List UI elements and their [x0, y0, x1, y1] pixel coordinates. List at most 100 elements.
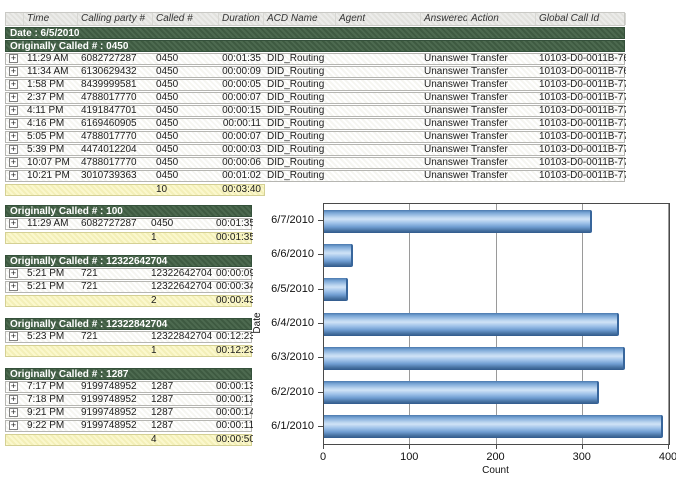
x-tick-mark — [409, 444, 411, 449]
cell-time: 5:05 PM — [27, 132, 65, 142]
y-tick-mark — [318, 288, 323, 290]
cell-time: 7:17 PM — [27, 382, 65, 392]
cell-gcid: 10103-D0-0011B-77E — [539, 158, 626, 168]
expand-row-icon[interactable]: + — [9, 79, 18, 89]
cell-calling: 6169460905 — [81, 119, 137, 129]
cell-called: 0450 — [156, 119, 179, 129]
cell-agent — [336, 67, 421, 77]
cell-time: 9:21 PM — [27, 408, 65, 418]
summary-spacer — [6, 296, 24, 306]
expand-row-icon[interactable]: + — [9, 218, 18, 228]
summary-spacer — [24, 185, 78, 195]
cell-answered: Unanswered — [424, 171, 468, 181]
cell-agent — [336, 145, 421, 155]
cell-acd: DID_Routing — [267, 171, 325, 181]
y-tick-mark — [318, 391, 323, 393]
cell-action: Transfer — [471, 158, 508, 168]
expand-row-icon[interactable]: + — [9, 170, 18, 180]
cell-answered: Unanswered — [424, 80, 468, 90]
cell-calling: 4474012204 — [81, 145, 137, 155]
cell-calling: 721 — [81, 332, 98, 342]
expand-row-icon[interactable]: + — [9, 381, 18, 391]
cell-duration: 00:12:23 — [216, 332, 253, 342]
cell-called: 0450 — [156, 80, 179, 90]
group-header: Originally Called # : 1287 — [5, 368, 252, 380]
cell-duration: 00:00:06 — [222, 158, 261, 168]
group-summary-row: 1 00:12:23 — [5, 345, 253, 357]
expand-row-icon[interactable]: + — [9, 331, 18, 341]
y-tick-label: 6/4/2010 — [271, 317, 314, 329]
cell-called: 0450 — [156, 54, 179, 64]
group-header: Originally Called # : 0450 — [5, 40, 625, 52]
column-header-global-call-id: Global Call Id — [536, 13, 626, 25]
expand-row-icon[interactable]: + — [9, 66, 18, 76]
cell-agent — [336, 119, 421, 129]
call-row: +4:16 PM 6169460905 0450 00:00:11 DID_Routin… — [5, 118, 626, 130]
expand-row-icon[interactable]: + — [9, 105, 18, 115]
cell-action: Transfer — [471, 106, 508, 116]
call-row: +10:07 PM 4788017770 0450 00:00:06 DID_Routi… — [5, 157, 626, 169]
cell-duration: 00:00:14 — [216, 408, 253, 418]
cell-duration: 00:00:15 — [222, 106, 261, 116]
cell-called: 1287 — [151, 382, 174, 392]
group-header: Originally Called # : 12322642704 — [5, 255, 252, 267]
call-row: +5:23 PM 721 12322842704 00:12:23 — [5, 331, 253, 343]
cell-time: 1:58 PM — [27, 80, 65, 90]
cell-time: 11:29 AM — [27, 219, 69, 229]
expand-row-icon[interactable]: + — [9, 131, 18, 141]
summary-call-count: 4 — [151, 435, 157, 445]
cell-called: 0450 — [156, 106, 179, 116]
cell-calling: 4788017770 — [81, 158, 137, 168]
cell-action: Transfer — [471, 93, 508, 103]
group-summary-row: 1 00:01:35 — [5, 232, 253, 244]
column-header-answered: Answered — [421, 13, 468, 25]
cell-time: 4:16 PM — [27, 119, 65, 129]
expand-row-icon[interactable]: + — [9, 268, 18, 278]
x-tick-label: 400 — [658, 451, 676, 463]
expand-row-icon[interactable]: + — [9, 394, 18, 404]
expand-row-icon[interactable]: + — [9, 420, 18, 430]
call-row: +5:39 PM 4474012204 0450 00:00:03 DID_Routin… — [5, 144, 626, 156]
cell-duration: 00:00:11 — [222, 119, 261, 129]
cell-time: 10:07 PM — [27, 158, 70, 168]
cell-answered: Unanswered — [424, 54, 468, 64]
cell-time: 11:34 AM — [27, 67, 69, 77]
cell-time: 4:11 PM — [27, 106, 64, 116]
expand-row-icon[interactable]: + — [9, 144, 18, 154]
y-tick-label: 6/3/2010 — [271, 351, 314, 364]
summary-spacer — [6, 346, 24, 356]
expand-row-icon[interactable]: + — [9, 118, 18, 128]
summary-call-count: 10 — [156, 185, 168, 195]
summary-spacer — [24, 346, 78, 356]
cell-duration: 00:00:11 — [216, 421, 253, 431]
expand-row-icon[interactable]: + — [9, 92, 18, 102]
y-tick-label: 6/6/2010 — [271, 248, 314, 261]
cell-calling: 6082727287 — [81, 54, 137, 64]
call-row: +4:11 PM 4191847701 0450 00:00:15 DID_Routin… — [5, 105, 626, 117]
x-tick-label: 100 — [400, 451, 419, 463]
cell-duration: 00:00:05 — [222, 80, 261, 90]
summary-spacer — [24, 296, 78, 306]
expand-row-icon[interactable]: + — [9, 407, 18, 417]
cell-time: 5:21 PM — [27, 282, 65, 292]
expand-row-icon[interactable]: + — [9, 281, 18, 291]
cell-calling: 721 — [81, 269, 98, 279]
call-group-list: Originally Called # : 100 +11:29 AM 608272… — [5, 205, 253, 457]
x-tick-label: 200 — [486, 451, 505, 463]
expand-row-icon[interactable]: + — [9, 157, 18, 167]
call-row: +11:29 AM 6082727287 0450 00:01:35 — [5, 218, 253, 230]
call-row: +5:21 PM 721 12322642704 00:00:34 — [5, 281, 253, 293]
cell-acd: DID_Routing — [267, 93, 325, 103]
cell-agent — [336, 171, 421, 181]
cell-action: Transfer — [471, 54, 508, 64]
cell-calling: 6130629432 — [81, 67, 137, 77]
expand-row-icon[interactable]: + — [9, 53, 18, 63]
summary-spacer — [78, 185, 153, 195]
cell-duration: 00:00:09 — [216, 269, 253, 279]
x-tick-mark — [323, 444, 324, 449]
call-row: +10:21 PM 3010739363 0450 00:01:02 DID_Routi… — [5, 170, 626, 182]
cell-gcid: 10103-D0-0011B-774 — [539, 132, 626, 142]
summary-spacer — [78, 346, 148, 356]
cell-called: 12322642704 — [151, 269, 213, 279]
